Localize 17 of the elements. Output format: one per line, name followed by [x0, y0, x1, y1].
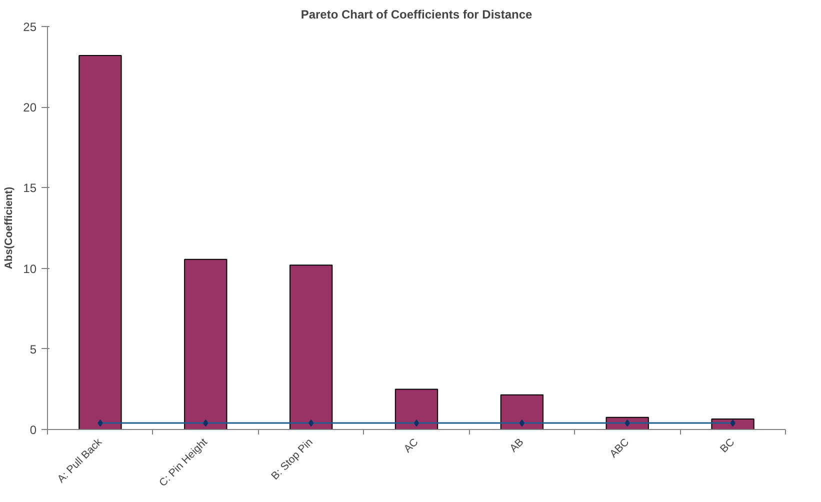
x-tick-label: AC: [402, 436, 421, 456]
bar: [184, 258, 228, 430]
y-axis-title: Abs(Coefficient): [3, 186, 16, 270]
chart-title: Pareto Chart of Coefficients for Distance: [300, 8, 533, 22]
y-tick-label: 15: [23, 181, 37, 196]
x-tick-label: BC: [718, 436, 738, 456]
y-tick-label: 0: [30, 423, 37, 437]
x-tick-label: AB: [508, 436, 526, 455]
bar: [78, 55, 122, 430]
bar: [289, 264, 333, 430]
bar: [500, 394, 544, 430]
y-tick-label: 10: [23, 262, 37, 276]
y-tick-label: 5: [30, 342, 37, 356]
y-tick-label: 25: [23, 20, 37, 34]
bar: [394, 388, 438, 430]
x-tick-label: B: Stop Pin: [269, 436, 316, 482]
y-tick-label: 20: [23, 100, 37, 115]
